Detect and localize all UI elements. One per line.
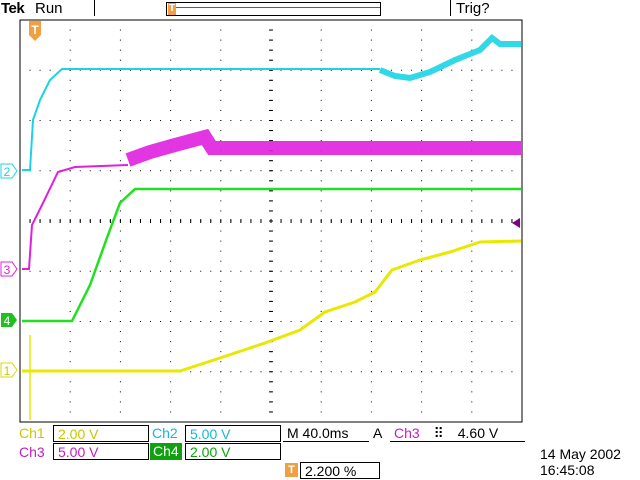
rising-edge-icon: ⠿ <box>433 425 444 441</box>
trigger-status: Trig? <box>456 0 490 17</box>
trigger-level: 4.60 V <box>457 425 499 441</box>
ch2-ground-marker: 2 <box>0 163 18 179</box>
ch1-scale: 2.00 V <box>53 425 149 442</box>
ch4-scale: 2.00 V <box>185 443 281 460</box>
brand-logo: Tek <box>1 0 25 17</box>
svg-text:1: 1 <box>4 364 11 378</box>
ch3-label: Ch3 <box>19 444 45 460</box>
trigger-readout: Ch3 ⠿ 4.60 V <box>390 425 525 442</box>
svg-text:T: T <box>31 23 39 37</box>
timebase-readout: M 40.0ms <box>283 425 369 442</box>
ch4-ground-marker: 4 <box>1 313 17 328</box>
divider <box>450 0 451 16</box>
readout-panel: Ch1 2.00 V Ch2 5.00 V Ch3 5.00 V Ch4 2.0… <box>0 423 640 480</box>
trigger-position-icon: T <box>168 3 176 15</box>
trigger-source: Ch3 <box>394 425 420 441</box>
trigger-position-icon: T <box>285 463 298 477</box>
ch2-scale: 5.00 V <box>185 425 281 442</box>
scope-display: T 2 3 4 1 <box>0 19 523 423</box>
ch1-label: Ch1 <box>19 425 45 441</box>
date-text: 14 May 2002 <box>540 446 621 462</box>
trigger-position-marker: T <box>29 21 41 41</box>
svg-text:2: 2 <box>4 165 11 179</box>
trigger-position-value: 2.200 % <box>300 462 380 479</box>
ch3-noise-band <box>125 128 521 167</box>
svg-text:3: 3 <box>4 263 11 277</box>
time-text: 16:45:08 <box>540 462 595 478</box>
svg-text:4: 4 <box>4 314 11 328</box>
trigger-mode: A <box>373 425 383 441</box>
ch3-ground-marker: 3 <box>0 261 18 277</box>
graticule-grid <box>19 19 513 413</box>
ch4-label: Ch4 <box>150 443 182 460</box>
ch1-ground-marker: 1 <box>0 362 18 378</box>
ch2-trace <box>22 68 380 171</box>
ch3-trace <box>22 164 129 270</box>
view-window-bar <box>176 7 380 8</box>
ch2-label: Ch2 <box>152 425 178 441</box>
timestamp: 14 May 2002 16:45:08 <box>540 446 621 478</box>
acquisition-status: Run <box>35 0 63 17</box>
record-view-indicator: T <box>166 2 381 16</box>
ch4-trace <box>22 187 521 323</box>
status-bar: Tek Run T Trig? <box>0 0 640 20</box>
ch2-noise-band <box>378 34 521 82</box>
trigger-level-marker <box>512 218 520 228</box>
ch1-trace <box>22 239 522 373</box>
ch3-scale: 5.00 V <box>53 443 149 460</box>
divider <box>94 0 95 16</box>
